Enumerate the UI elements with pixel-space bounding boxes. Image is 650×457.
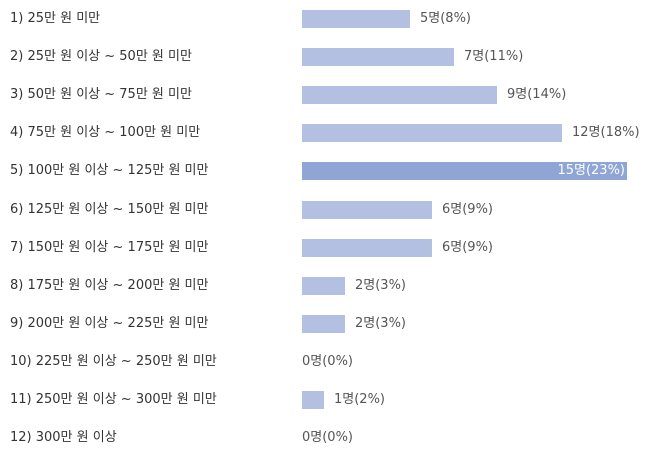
category-label: 8) 175만 원 이상 ~ 200만 원 미만 xyxy=(10,277,209,293)
bar xyxy=(302,276,345,295)
value-label: 5명(8%) xyxy=(420,11,471,26)
value-label: 6명(9%) xyxy=(442,201,493,217)
chart-row: 7) 150만 원 이상 ~ 175만 원 미만 6명(9%) xyxy=(0,229,650,267)
bar xyxy=(302,314,345,333)
value-label: 7명(11%) xyxy=(464,49,524,65)
bar xyxy=(302,200,432,219)
category-label: 1) 25만 원 미만 xyxy=(10,11,101,26)
category-label: 4) 75만 원 이상 ~ 100만 원 미만 xyxy=(10,125,201,141)
chart-row: 1) 25만 원 미만 5명(8%) xyxy=(0,0,650,38)
bar xyxy=(302,162,627,181)
value-label: 0명(0%) xyxy=(302,353,353,369)
bar xyxy=(302,48,454,67)
category-label: 3) 50만 원 이상 ~ 75만 원 미만 xyxy=(10,87,192,103)
value-label: 2명(3%) xyxy=(355,277,406,293)
chart-row: 8) 175만 원 이상 ~ 200만 원 미만 2명(3%) xyxy=(0,267,650,305)
bar xyxy=(302,391,324,409)
bar xyxy=(302,238,432,257)
chart-row: 4) 75만 원 이상 ~ 100만 원 미만 12명(18%) xyxy=(0,114,650,152)
value-label: 0명(0%) xyxy=(302,430,353,446)
chart-row: 11) 250만 원 이상 ~ 300만 원 미만 1명(2%) xyxy=(0,381,650,419)
chart-row: 9) 200만 원 이상 ~ 225만 원 미만 2명(3%) xyxy=(0,305,650,343)
value-label: 9명(14%) xyxy=(507,87,567,103)
category-label: 11) 250만 원 이상 ~ 300만 원 미만 xyxy=(10,392,217,407)
value-label: 2명(3%) xyxy=(355,315,406,331)
chart-row: 12) 300만 원 이상 0명(0%) xyxy=(0,419,650,457)
chart-row: 5) 100만 원 이상 ~ 125만 원 미만 15명(23%) xyxy=(0,152,650,190)
chart-row: 3) 50만 원 이상 ~ 75만 원 미만 9명(14%) xyxy=(0,76,650,114)
category-label: 5) 100만 원 이상 ~ 125만 원 미만 xyxy=(10,163,209,179)
category-label: 12) 300만 원 이상 xyxy=(10,430,117,446)
value-label: 1명(2%) xyxy=(334,392,385,407)
category-label: 7) 150만 원 이상 ~ 175만 원 미만 xyxy=(10,239,209,255)
chart-row: 6) 125만 원 이상 ~ 150만 원 미만 6명(9%) xyxy=(0,191,650,229)
category-label: 2) 25만 원 이상 ~ 50만 원 미만 xyxy=(10,49,192,65)
chart-row: 10) 225만 원 이상 ~ 250만 원 미만 0명(0%) xyxy=(0,343,650,381)
value-label: 15명(23%) xyxy=(557,163,625,179)
value-label: 6명(9%) xyxy=(442,239,493,255)
value-label: 12명(18%) xyxy=(572,125,640,141)
category-label: 6) 125만 원 이상 ~ 150만 원 미만 xyxy=(10,201,209,217)
bar xyxy=(302,10,410,28)
category-label: 9) 200만 원 이상 ~ 225만 원 미만 xyxy=(10,315,209,331)
bar xyxy=(302,86,497,105)
bar xyxy=(302,124,562,143)
category-label: 10) 225만 원 이상 ~ 250만 원 미만 xyxy=(10,353,217,369)
chart-row: 2) 25만 원 이상 ~ 50만 원 미만 7명(11%) xyxy=(0,38,650,76)
